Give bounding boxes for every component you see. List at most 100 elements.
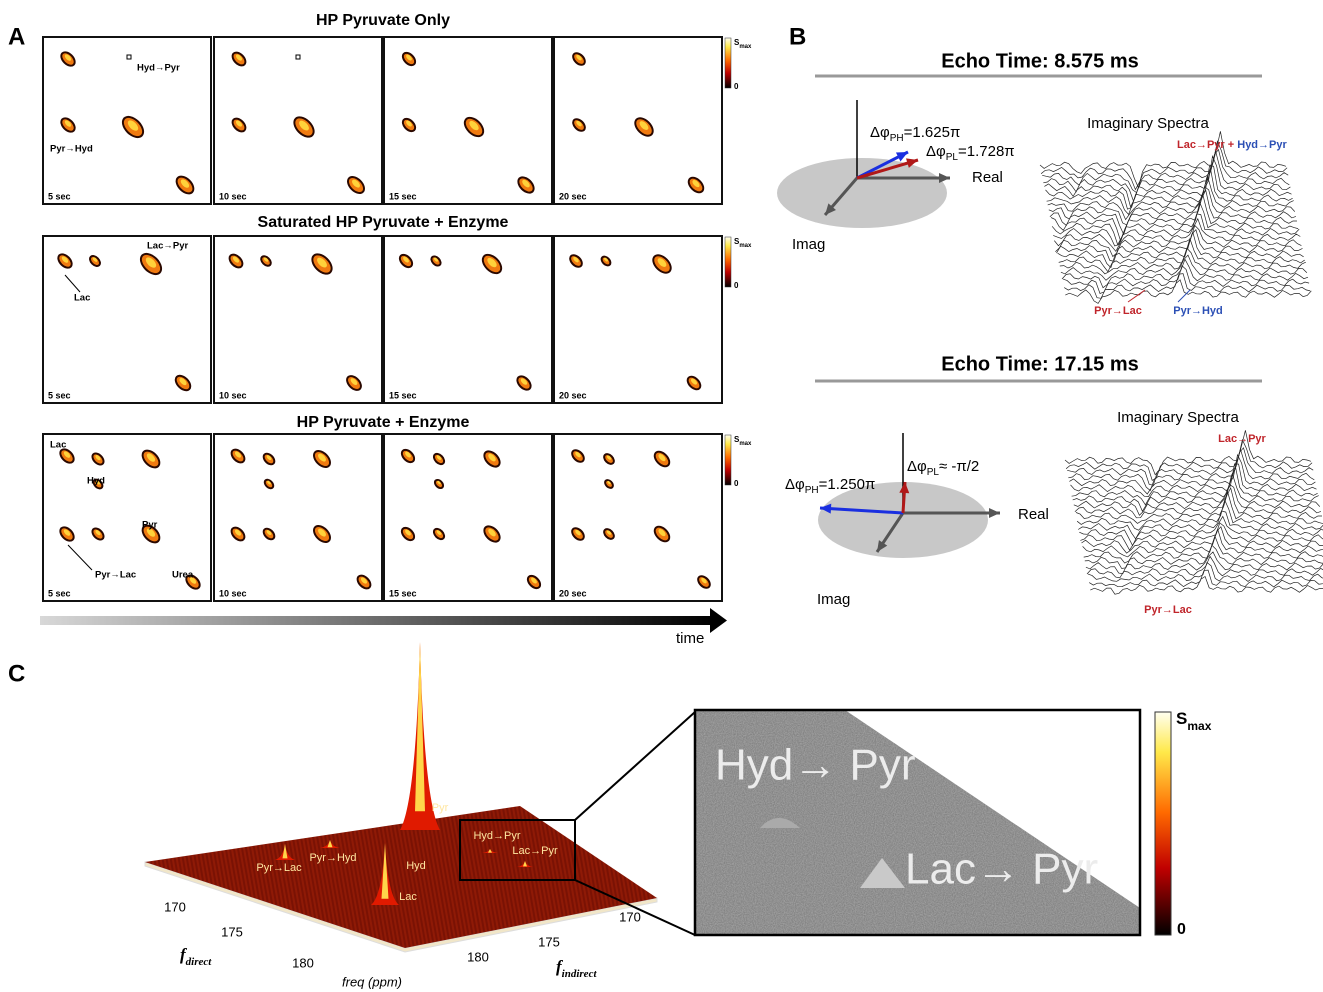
annotation: Pyr→Hyd xyxy=(50,144,93,155)
peak-label: Lac xyxy=(399,891,417,903)
frame xyxy=(43,236,211,403)
colorbar xyxy=(725,435,731,485)
annotation: Pyr→Lac xyxy=(95,570,136,581)
peak-label: Lac→Pyr xyxy=(512,845,558,857)
body: AHP Pyruvate Only5 sec10 sec15 sec20 sec… xyxy=(0,0,1323,992)
waterfall xyxy=(1065,430,1323,594)
spectrum-line xyxy=(1084,536,1323,563)
spectrum-line xyxy=(1065,430,1311,474)
annotation: Lac xyxy=(74,293,90,304)
colorbar-max: Smax xyxy=(1176,709,1212,733)
spectrum-line xyxy=(1055,225,1301,256)
time-label: 10 sec xyxy=(219,191,247,201)
subscript: max xyxy=(739,44,752,50)
phase-label: ΔφPH=1.625π xyxy=(870,124,960,144)
text-part: =1.728π xyxy=(958,143,1015,160)
frame xyxy=(384,434,552,601)
axis-label: Real xyxy=(1018,506,1049,523)
annotation: Lac xyxy=(50,440,66,451)
label-part: Lac→Pyr xyxy=(1177,139,1225,151)
echo-title: Echo Time: 8.575 ms xyxy=(941,50,1139,72)
subscript: indirect xyxy=(562,968,598,980)
time-label: 15 sec xyxy=(389,588,417,598)
time-label: 20 sec xyxy=(559,390,587,400)
frame xyxy=(43,37,211,204)
colorbar-min: 0 xyxy=(734,281,739,290)
label-part: Lac→Pyr xyxy=(1218,433,1266,445)
text-part: Δφ xyxy=(907,458,927,475)
subscript: direct xyxy=(186,956,213,968)
time-axis-label: time xyxy=(676,630,704,647)
spectrum-line xyxy=(1049,187,1295,225)
subscript: PL xyxy=(927,467,940,478)
colorbar xyxy=(725,38,731,88)
unit-label: freq (ppm) xyxy=(342,974,402,989)
row-title: HP Pyruvate Only xyxy=(316,12,450,29)
waterfall xyxy=(1040,131,1311,303)
frame xyxy=(554,37,722,204)
spectrum-line xyxy=(1063,266,1309,294)
text-part: Δφ xyxy=(870,124,890,141)
subscript: max xyxy=(739,243,752,249)
colorbar xyxy=(725,237,731,287)
text-part: ≈ -π/2 xyxy=(939,458,979,475)
colorbar-min: 0 xyxy=(734,82,739,91)
colorbar xyxy=(1155,712,1171,935)
frame xyxy=(554,236,722,403)
colorbar-max: Smax xyxy=(734,237,752,248)
frame xyxy=(214,236,382,403)
time-label: 5 sec xyxy=(48,390,71,400)
spectrum-line xyxy=(1067,448,1313,485)
real-axis-head xyxy=(939,173,950,183)
subscript: PH xyxy=(805,485,819,496)
annotation: Hyd→Pyr xyxy=(137,63,180,74)
colorbar-max: Smax xyxy=(734,38,752,49)
panel-label: B xyxy=(789,23,806,50)
colorbar-max: Smax xyxy=(734,435,752,446)
time-label: 20 sec xyxy=(559,191,587,201)
peak-label: Hyd xyxy=(406,860,426,872)
real-axis-head xyxy=(989,508,1000,518)
tick-label: 180 xyxy=(292,955,314,970)
time-arrowhead xyxy=(710,608,727,633)
axis-label: Imag xyxy=(817,591,850,608)
spectrum-line xyxy=(1087,556,1323,578)
phase-label: ΔφPL≈ -π/2 xyxy=(907,458,979,478)
annotation: Urea xyxy=(172,570,194,581)
spectra-bottom-label: Pyr→Hyd xyxy=(1173,305,1223,317)
axis-label: Imag xyxy=(792,236,825,253)
subscript: PL xyxy=(946,152,959,163)
colorbar-min: 0 xyxy=(734,479,739,488)
tick-label: 170 xyxy=(164,899,186,914)
page: Hyperpolarized pyruvate exchange figure … xyxy=(0,0,1323,992)
axis-title: fdirect xyxy=(180,945,212,968)
time-label: 10 sec xyxy=(219,588,247,598)
zoom-label: Hyd→ Pyr xyxy=(715,741,915,790)
time-label: 10 sec xyxy=(219,390,247,400)
annotation: Pyr xyxy=(142,520,158,531)
zoom-connector xyxy=(575,712,695,820)
echo-title: Echo Time: 17.15 ms xyxy=(941,353,1139,375)
figure: AHP Pyruvate Only5 sec10 sec15 sec20 sec… xyxy=(0,0,1323,992)
subscript: max xyxy=(739,441,752,447)
frame xyxy=(554,434,722,601)
peak-label: Pyr xyxy=(432,802,449,814)
subscript: PH xyxy=(890,133,904,144)
spectra-top-label: Lac→Pyr + Hyd→Pyr xyxy=(1177,139,1287,151)
spectrum-line xyxy=(1068,449,1314,490)
time-label: 5 sec xyxy=(48,588,71,598)
annotation: Hyd xyxy=(87,476,105,487)
time-arrow xyxy=(40,616,712,625)
spectra-title: Imaginary Spectra xyxy=(1087,115,1209,132)
label-part: Hyd→Pyr xyxy=(1237,139,1287,151)
leader-line xyxy=(1128,290,1145,302)
text-part: S xyxy=(1176,709,1187,728)
frame xyxy=(214,37,382,204)
frame xyxy=(384,236,552,403)
time-label: 20 sec xyxy=(559,588,587,598)
zoom-label: Lac→ Pyr xyxy=(905,845,1098,894)
panel-label: C xyxy=(8,660,25,687)
text-part: Δφ xyxy=(926,143,946,160)
spectrum-line xyxy=(1043,151,1289,202)
tick-label: 180 xyxy=(467,949,489,964)
